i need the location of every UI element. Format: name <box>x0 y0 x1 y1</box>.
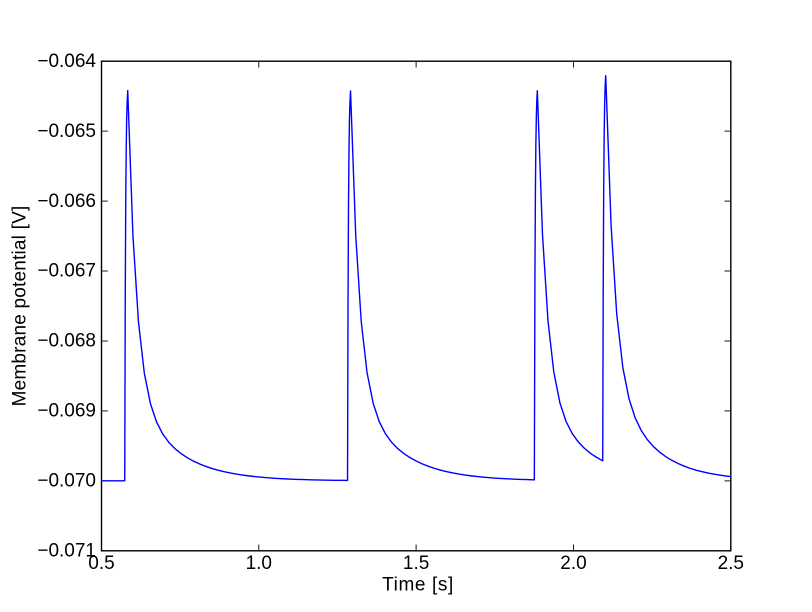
svg-text:−0.066: −0.066 <box>37 191 96 212</box>
svg-text:−0.068: −0.068 <box>37 331 96 352</box>
svg-text:1.5: 1.5 <box>403 553 429 574</box>
svg-text:2.0: 2.0 <box>560 553 586 574</box>
svg-text:−0.065: −0.065 <box>37 121 96 142</box>
svg-text:−0.071: −0.071 <box>37 541 96 562</box>
svg-text:−0.069: −0.069 <box>37 401 96 422</box>
svg-text:−0.064: −0.064 <box>37 51 96 72</box>
svg-text:−0.070: −0.070 <box>37 471 96 492</box>
svg-text:Membrane potential [V]: Membrane potential [V] <box>10 206 31 407</box>
svg-text:−0.067: −0.067 <box>37 261 96 282</box>
svg-text:Time [s]: Time [s] <box>382 575 454 596</box>
svg-text:0.5: 0.5 <box>88 553 114 574</box>
svg-text:1.0: 1.0 <box>246 553 272 574</box>
svg-text:2.5: 2.5 <box>718 553 744 574</box>
